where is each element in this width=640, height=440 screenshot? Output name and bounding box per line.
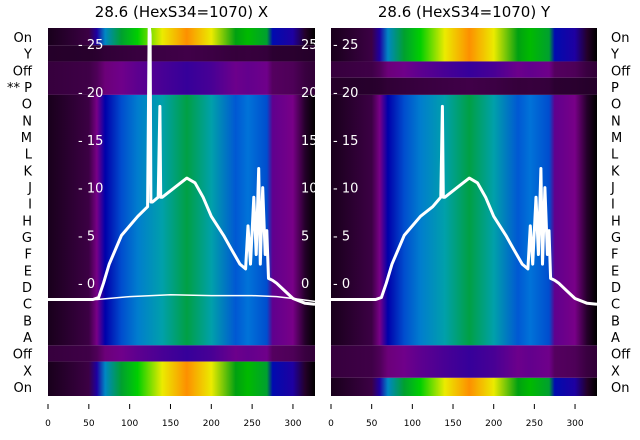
heatmap-band-dark xyxy=(331,77,597,95)
row-label-left: D xyxy=(22,281,32,296)
row-label-right: F xyxy=(611,248,618,263)
panel-title: 28.6 (HexS34=1070) Y xyxy=(378,3,551,21)
x-tick-label: 100 xyxy=(404,419,421,429)
row-label-right: I xyxy=(611,198,615,213)
heatmap-band-dark xyxy=(48,45,315,62)
x-tick-label: 300 xyxy=(566,419,583,429)
row-label-right: J xyxy=(610,181,615,196)
row-label-right: Y xyxy=(610,48,619,63)
row-label-left: F xyxy=(25,248,32,263)
heatmap-band-bright xyxy=(48,28,315,46)
row-label-right: N xyxy=(611,114,621,129)
row-label-left: L xyxy=(25,148,33,163)
panel-0: 28.6 (HexS34=1070) X - 0 - 5 - 10 - 15 - 20 - … xyxy=(45,3,317,429)
x-tick-label: 50 xyxy=(83,419,95,429)
row-label-right: X xyxy=(611,364,620,379)
row-label-right: M xyxy=(611,131,622,146)
row-label-left: G xyxy=(22,231,32,246)
row-label-right: E xyxy=(611,264,619,279)
row-label-right: Off xyxy=(611,348,631,363)
heatmap-band-dim xyxy=(48,61,315,95)
heatmap-band-dim xyxy=(331,345,597,378)
row-label-left: M xyxy=(21,131,32,146)
heatmap-band-main xyxy=(331,94,597,346)
y-tick-label: - 0 xyxy=(78,277,95,292)
y-tick-label-overflow: 10 xyxy=(301,182,318,197)
row-label-left: On xyxy=(14,31,32,46)
x-tick-label: 200 xyxy=(485,419,502,429)
x-tick-label: 300 xyxy=(284,419,301,429)
y-tick-label-overflow: 5 xyxy=(301,229,309,244)
series-line-profile xyxy=(331,104,598,306)
y-tick-label: - 10 xyxy=(333,182,358,197)
row-label-right: A xyxy=(611,331,620,346)
row-label-right: C xyxy=(611,298,620,313)
x-tick-label: 0 xyxy=(45,419,51,429)
row-label-left: I xyxy=(28,198,32,213)
panel-1: 28.6 (HexS34=1070) Y - 0 - 5 - 10 - 15 - 20 - … xyxy=(328,3,598,429)
series-line-profile xyxy=(48,23,316,306)
row-label-right: D xyxy=(611,281,621,296)
y-tick-label: - 25 xyxy=(333,38,358,53)
row-label-right: K xyxy=(611,164,620,179)
series-line-baseline xyxy=(48,293,316,303)
row-label-right: G xyxy=(611,231,621,246)
y-tick-label-overflow: 0 xyxy=(301,277,309,292)
row-label-left: C xyxy=(23,298,32,313)
heatmap-band-bright xyxy=(331,28,597,62)
y-tick-label: - 15 xyxy=(78,134,103,149)
row-label-right: On xyxy=(611,31,629,46)
y-tick-label: - 15 xyxy=(333,134,358,149)
y-tick-label: - 0 xyxy=(333,277,350,292)
row-label-right: On xyxy=(611,381,629,396)
row-label-left: J xyxy=(27,181,32,196)
heatmap-band-bright xyxy=(48,361,315,396)
x-tick-label: 50 xyxy=(366,419,378,429)
row-label-right: Off xyxy=(611,64,631,79)
y-tick-label-overflow: 15 xyxy=(301,134,318,149)
row-label-left: B xyxy=(23,314,32,329)
y-tick-label: - 25 xyxy=(78,38,103,53)
row-label-left: E xyxy=(24,264,32,279)
row-label-left: Off xyxy=(13,64,33,79)
y-tick-label: - 5 xyxy=(78,229,95,244)
x-tick-label: 100 xyxy=(121,419,138,429)
x-tick-label: 200 xyxy=(203,419,220,429)
row-label-right: H xyxy=(611,214,621,229)
row-label-left: K xyxy=(23,164,32,179)
row-label-left: Off xyxy=(13,348,33,363)
x-tick-label: 0 xyxy=(328,419,334,429)
row-label-right: O xyxy=(611,98,621,113)
row-label-left: N xyxy=(22,114,32,129)
y-tick-label: - 10 xyxy=(78,182,103,197)
y-tick-label-overflow: 25 xyxy=(301,38,318,53)
heatmap-band-main xyxy=(48,94,315,346)
y-tick-label: - 5 xyxy=(333,229,350,244)
row-label-left: On xyxy=(14,381,32,396)
y-tick-label: - 20 xyxy=(333,86,358,101)
x-tick-label: 250 xyxy=(244,419,261,429)
row-label-left: X xyxy=(23,364,32,379)
y-tick-label-overflow: 20 xyxy=(301,86,318,101)
heatmap-band-bright xyxy=(331,377,597,396)
row-label-right: L xyxy=(611,148,619,163)
row-label-right: B xyxy=(611,314,620,329)
row-label-left: A xyxy=(23,331,32,346)
row-label-left: Y xyxy=(23,48,32,63)
row-label-right: P xyxy=(611,81,619,96)
row-label-left: O xyxy=(22,98,32,113)
row-label-left: ** P xyxy=(7,81,32,96)
y-tick-label: - 20 xyxy=(78,86,103,101)
x-tick-label: 250 xyxy=(526,419,543,429)
heatmap-band-dim xyxy=(331,61,597,78)
x-tick-label: 150 xyxy=(162,419,179,429)
heatmap-band-dim xyxy=(48,345,315,362)
x-tick-label: 150 xyxy=(444,419,461,429)
row-label-left: H xyxy=(22,214,32,229)
panel-title: 28.6 (HexS34=1070) X xyxy=(95,3,268,21)
